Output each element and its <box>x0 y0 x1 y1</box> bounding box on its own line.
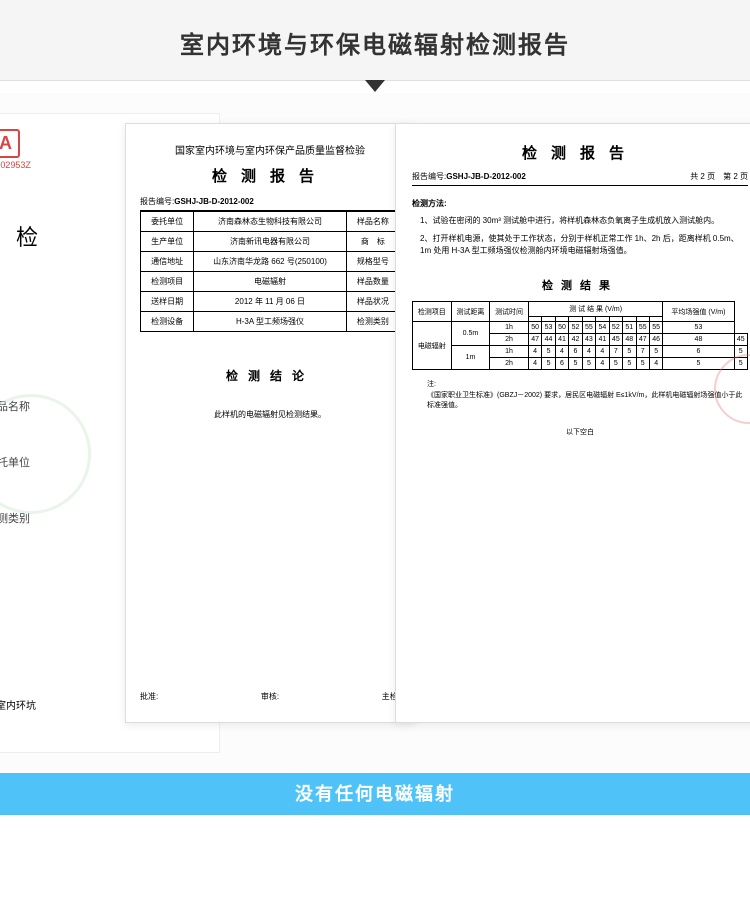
mid-header: 国家室内环境与室内环保产品质量监督检验 <box>140 142 400 157</box>
ma-logo: MA <box>0 129 20 158</box>
footer-banner: 没有任何电磁辐射 <box>0 773 750 815</box>
mid-title: 检测报告 <box>140 165 400 186</box>
note: 注: 《国家职业卫生标准》(GBZJ－2002) 要求，居民区电磁辐射 E≤1k… <box>412 380 748 412</box>
page-header: 室内环境与环保电磁辐射检测报告 <box>0 0 750 81</box>
bottom-spacer <box>0 815 750 900</box>
documents-area: MA 2011002953Z (2011 检 报 样品名称 委托单位 检测类别 … <box>0 93 750 773</box>
blank-text: 以下空白 <box>412 427 748 437</box>
page-title: 室内环境与环保电磁辐射检测报告 <box>0 25 750 60</box>
signatures: 批准: 审核: 主检: <box>140 691 400 702</box>
method-section: 检测方法: 1、试验在密闭的 30m³ 测试舱中进行，将样机森林态负氧离子生成机… <box>412 198 748 257</box>
footer-text: 没有任何电磁辐射 <box>295 784 455 804</box>
right-title: 检测报告 <box>412 142 748 163</box>
right-code: 报告编号:GSHJ-JB-D-2012-002 共 2 页 第 2 页 <box>412 171 748 186</box>
right-document: 检测报告 报告编号:GSHJ-JB-D-2012-002 共 2 页 第 2 页… <box>395 123 750 723</box>
info-table: 委托单位济南森林态生物科技有限公司样品名称生产单位济南新讯电器有限公司商 标通信… <box>140 211 400 332</box>
bg-footer: 国家室内环坑 <box>0 697 36 712</box>
result-table: 检测项目测试距离测试时间测 试 结 果 (V/m)平均场强值 (V/m)电磁辐射… <box>412 301 748 370</box>
arrow-down-icon <box>365 80 385 92</box>
conclusion-title: 检测结论 <box>140 367 400 384</box>
result-title: 检测结果 <box>412 277 748 293</box>
middle-document: 国家室内环境与室内环保产品质量监督检验 检测报告 报告编号:GSHJ-JB-D-… <box>125 123 415 723</box>
mid-code: 报告编号:GSHJ-JB-D-2012-002 <box>140 196 400 211</box>
conclusion-text: 此样机的电磁辐射见检测结果。 <box>140 409 400 420</box>
